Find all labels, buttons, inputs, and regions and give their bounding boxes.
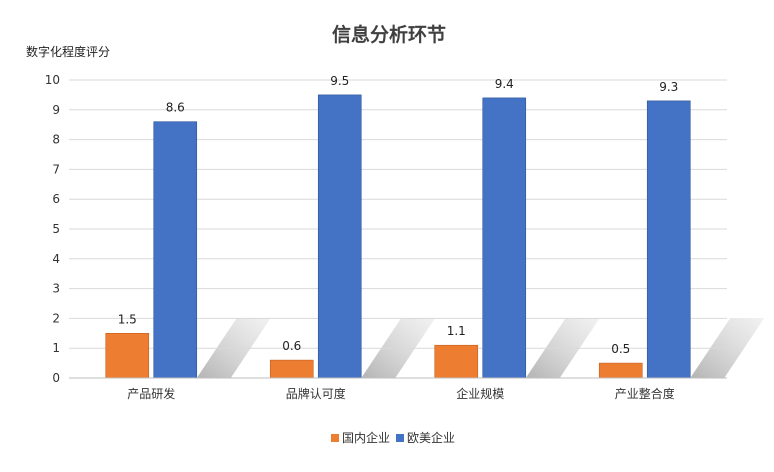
legend-swatch-domestic xyxy=(331,434,339,442)
x-tick-label-0: 产品研发 xyxy=(127,386,175,401)
data-label-series1-cat1: 9.5 xyxy=(330,74,349,88)
data-label-series1-cat2: 9.4 xyxy=(495,77,514,91)
y-tick-label-1: 1 xyxy=(52,341,60,355)
y-tick-label-8: 8 xyxy=(52,133,60,147)
y-tick-label-9: 9 xyxy=(52,103,60,117)
y-axis-label: 数字化程度评分 xyxy=(26,44,110,59)
bar-series1-cat1 xyxy=(317,94,362,379)
y-tick-label-4: 4 xyxy=(52,252,60,266)
legend: 国内企业 欧美企业 xyxy=(331,430,455,445)
bar-series0-cat0 xyxy=(105,332,150,379)
data-label-series0-cat2: 1.1 xyxy=(447,324,466,338)
y-tick-label-6: 6 xyxy=(52,192,60,206)
y-tick-label-10: 10 xyxy=(45,73,60,87)
data-label-series0-cat3: 0.5 xyxy=(611,342,630,356)
bars xyxy=(105,94,691,379)
data-label-series0-cat1: 0.6 xyxy=(282,339,301,353)
legend-label-western: 欧美企业 xyxy=(407,430,455,445)
bar-series1-cat0 xyxy=(153,121,198,379)
legend-swatch-western xyxy=(396,434,404,442)
axes: 0 1 2 3 4 5 6 7 8 9 10 产品研发 品牌认可度 企业规模 产业整合度 xyxy=(45,73,727,401)
bar-shadow-3 xyxy=(690,318,765,378)
bar-series0-cat3 xyxy=(598,362,643,379)
bar-series1-cat2 xyxy=(482,97,527,379)
data-label-series1-cat3: 9.3 xyxy=(659,80,678,94)
bar-series0-cat2 xyxy=(434,344,479,379)
bar-series1-cat3 xyxy=(646,100,691,379)
x-tick-label-3: 产业整合度 xyxy=(615,386,675,401)
y-tick-label-5: 5 xyxy=(52,222,60,236)
chart-title: 信息分析环节 xyxy=(332,23,446,46)
data-label-series1-cat0: 8.6 xyxy=(166,101,185,115)
data-label-series0-cat0: 1.5 xyxy=(118,312,137,326)
y-tick-label-7: 7 xyxy=(52,162,60,176)
data-labels: 1.5 0.6 1.1 0.5 8.6 9.5 9.4 9.3 xyxy=(118,74,679,356)
x-tick-label-2: 企业规模 xyxy=(456,386,504,401)
y-tick-label-3: 3 xyxy=(52,282,60,296)
bar-series0-cat1 xyxy=(269,359,314,379)
x-tick-label-1: 品牌认可度 xyxy=(286,386,346,401)
y-tick-label-0: 0 xyxy=(52,371,60,385)
y-tick-label-2: 2 xyxy=(52,311,60,325)
legend-label-domestic: 国内企业 xyxy=(342,430,390,445)
